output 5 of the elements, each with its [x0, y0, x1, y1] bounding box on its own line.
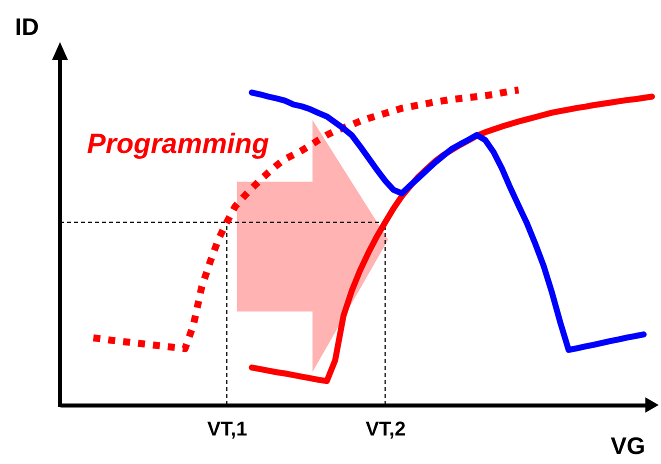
x-tick-label: VT,2 — [366, 418, 406, 440]
annotation: Programming — [86, 128, 270, 159]
x-tick-label: VT,1 — [207, 418, 248, 440]
x-axis-title: VG — [610, 433, 646, 460]
y-axis-title: ID — [15, 14, 39, 41]
